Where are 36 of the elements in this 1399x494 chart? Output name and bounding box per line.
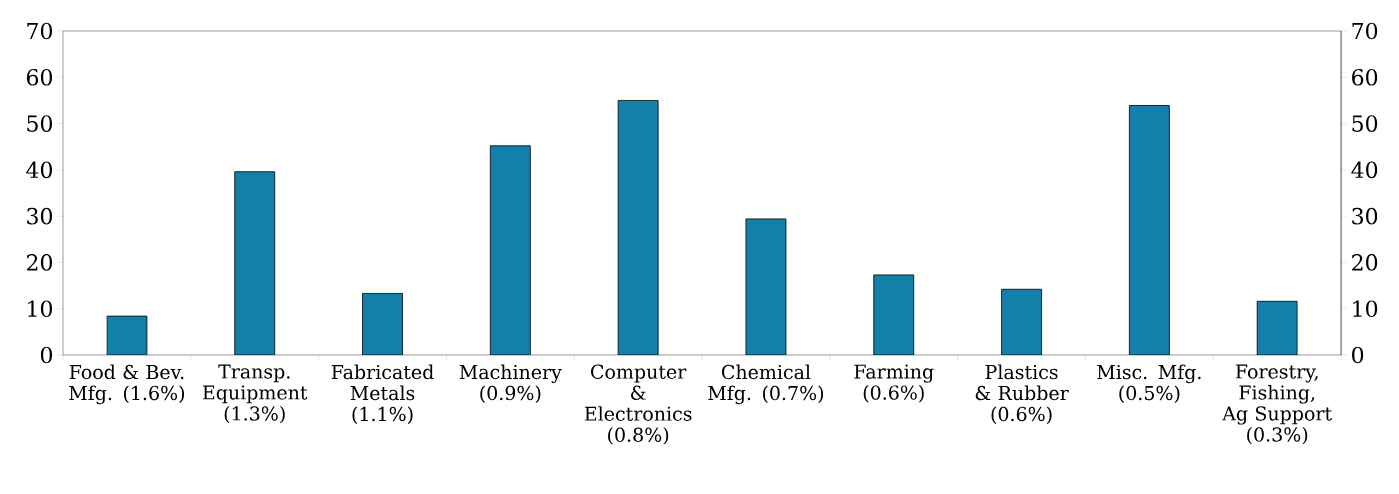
y2-tick-label: 20 xyxy=(26,254,53,271)
y-tick-label: 10 xyxy=(1353,300,1378,318)
y-tick-label: 40 xyxy=(1351,161,1378,179)
x-tick-label: Computer & Electronics (0.8%) xyxy=(584,364,692,445)
y2-tick-label: 60 xyxy=(26,68,53,86)
bar xyxy=(106,315,148,355)
x-tick-label: Food & Bev. Mfg. (1.6%) xyxy=(69,364,185,405)
bar xyxy=(873,274,915,355)
y2-tick-label: 30 xyxy=(27,207,53,225)
x-tick-label: Transp. Equipment (1.3%) xyxy=(202,364,308,424)
x-tick-label: Farming (0.6%) xyxy=(854,364,934,403)
x-tick-label: Misc. Mfg. (0.5%) xyxy=(1097,364,1201,403)
x-tick-label: Plastics & Rubber (0.6%) xyxy=(975,364,1069,424)
x-tick-label: Forestry, Fishing, Ag Support (0.3%) xyxy=(1222,364,1332,445)
bar xyxy=(1256,300,1298,355)
y-tick-label: 20 xyxy=(1352,254,1378,271)
y-tick-label: 70 xyxy=(1352,22,1378,40)
bar xyxy=(745,218,787,355)
bar xyxy=(617,100,659,355)
y-tick-label: 30 xyxy=(1352,207,1378,225)
x-tick-label: Fabricated Metals (1.1%) xyxy=(331,364,434,424)
y-tick-label: 60 xyxy=(1352,68,1378,86)
bar xyxy=(234,171,276,355)
y2-tick-label: 40 xyxy=(26,161,53,179)
bar xyxy=(362,293,403,355)
y-tick-label: 50 xyxy=(1352,115,1378,132)
x-tick-label: Chemical Mfg. (0.7%) xyxy=(708,364,824,405)
bar xyxy=(1128,105,1170,355)
bar xyxy=(489,145,531,355)
y-tick-label: 0 xyxy=(1352,346,1364,364)
x-tick-label: Machinery (0.9%) xyxy=(459,364,562,403)
y2-tick-label: 0 xyxy=(40,346,53,364)
bar xyxy=(1001,288,1042,355)
y2-tick-label: 70 xyxy=(27,22,53,40)
y2-tick-label: 50 xyxy=(27,115,53,132)
y2-tick-label: 10 xyxy=(28,300,53,318)
